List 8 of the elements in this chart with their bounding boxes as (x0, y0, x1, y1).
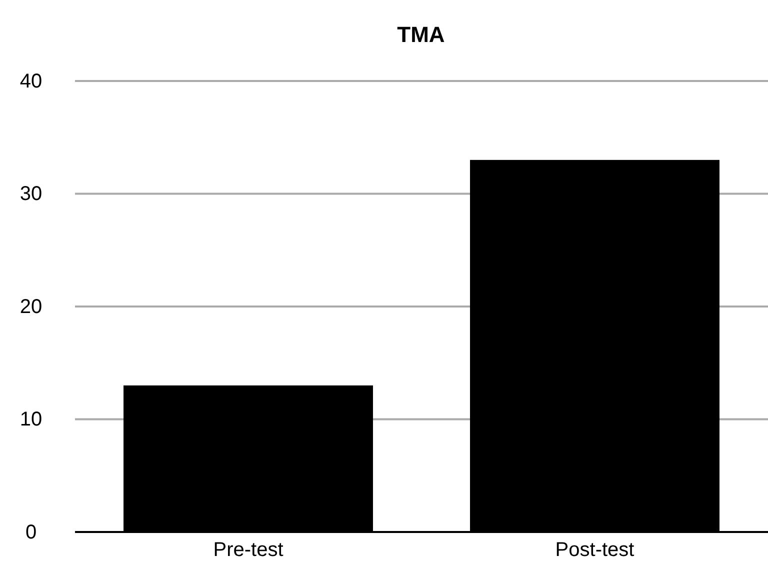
y-tick-label: 10 (20, 408, 42, 431)
y-tick-label: 20 (20, 296, 42, 318)
x-tick-label: Post-test (555, 539, 635, 562)
y-tick-label: 0 (25, 521, 37, 544)
y-tick-label: 40 (20, 70, 42, 92)
x-tick-label: Pre-test (213, 539, 284, 562)
chart-title: TMA (397, 22, 445, 47)
y-tick-label: 30 (20, 183, 42, 206)
